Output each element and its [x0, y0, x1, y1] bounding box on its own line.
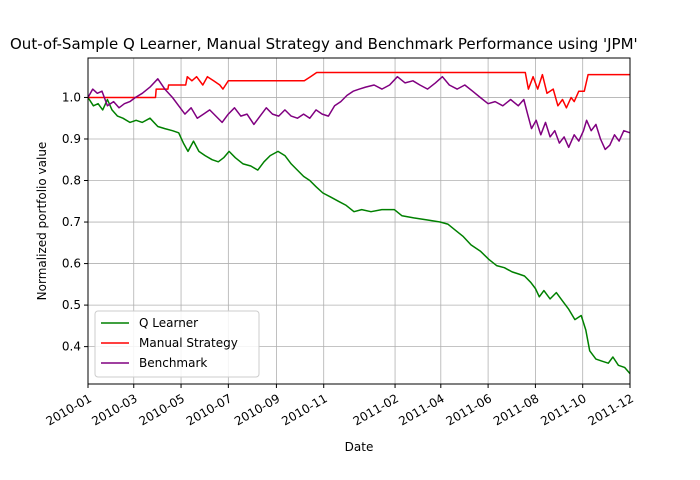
- x-axis: 2010-012010-032010-052010-072010-092010-…: [44, 384, 636, 428]
- grid: [87, 58, 631, 384]
- series-line-q-learner: [87, 97, 631, 375]
- y-tick-label: 0.9: [62, 132, 81, 146]
- x-tick-label: 2010-05: [137, 391, 187, 428]
- y-tick-label: 0.7: [62, 215, 81, 229]
- x-tick-label: 2011-06: [444, 391, 494, 428]
- y-tick-label: 1.0: [62, 90, 81, 104]
- y-axis: 0.4 0.5 0.6 0.7 0.8 0.9 1.0: [62, 90, 88, 354]
- x-tick-label: 2010-11: [279, 391, 329, 428]
- y-tick-label: 0.8: [62, 174, 81, 188]
- x-tick-label: 2010-07: [184, 391, 234, 428]
- legend-label: Benchmark: [139, 356, 207, 370]
- chart-title: Out-of-Sample Q Learner, Manual Strategy…: [10, 35, 638, 53]
- x-tick-label: 2010-09: [232, 391, 282, 428]
- x-tick-label: 2010-01: [44, 391, 94, 428]
- legend-label: Q Learner: [139, 316, 198, 330]
- x-tick-label: 2011-08: [491, 391, 541, 428]
- y-tick-label: 0.6: [62, 257, 81, 271]
- y-axis-label: Normalized portfolio value: [35, 142, 49, 301]
- x-tick-label: 2010-03: [89, 391, 139, 428]
- legend: Q Learner Manual Strategy Benchmark: [94, 310, 260, 378]
- series-line-manual-strategy: [88, 71, 630, 109]
- x-tick-label: 2011-04: [396, 391, 446, 428]
- x-tick-label: 2011-02: [351, 391, 401, 428]
- x-axis-label: Date: [345, 440, 374, 454]
- y-tick-label: 0.4: [62, 340, 81, 354]
- legend-box: [94, 310, 260, 378]
- x-tick-label: 2011-12: [586, 391, 636, 428]
- x-tick-label: 2011-10: [538, 391, 588, 428]
- series-line-benchmark: [87, 75, 631, 151]
- legend-label: Manual Strategy: [139, 336, 238, 350]
- plot-frame: [87, 57, 631, 385]
- y-tick-label: 0.5: [62, 298, 81, 312]
- series-layer: [87, 71, 631, 375]
